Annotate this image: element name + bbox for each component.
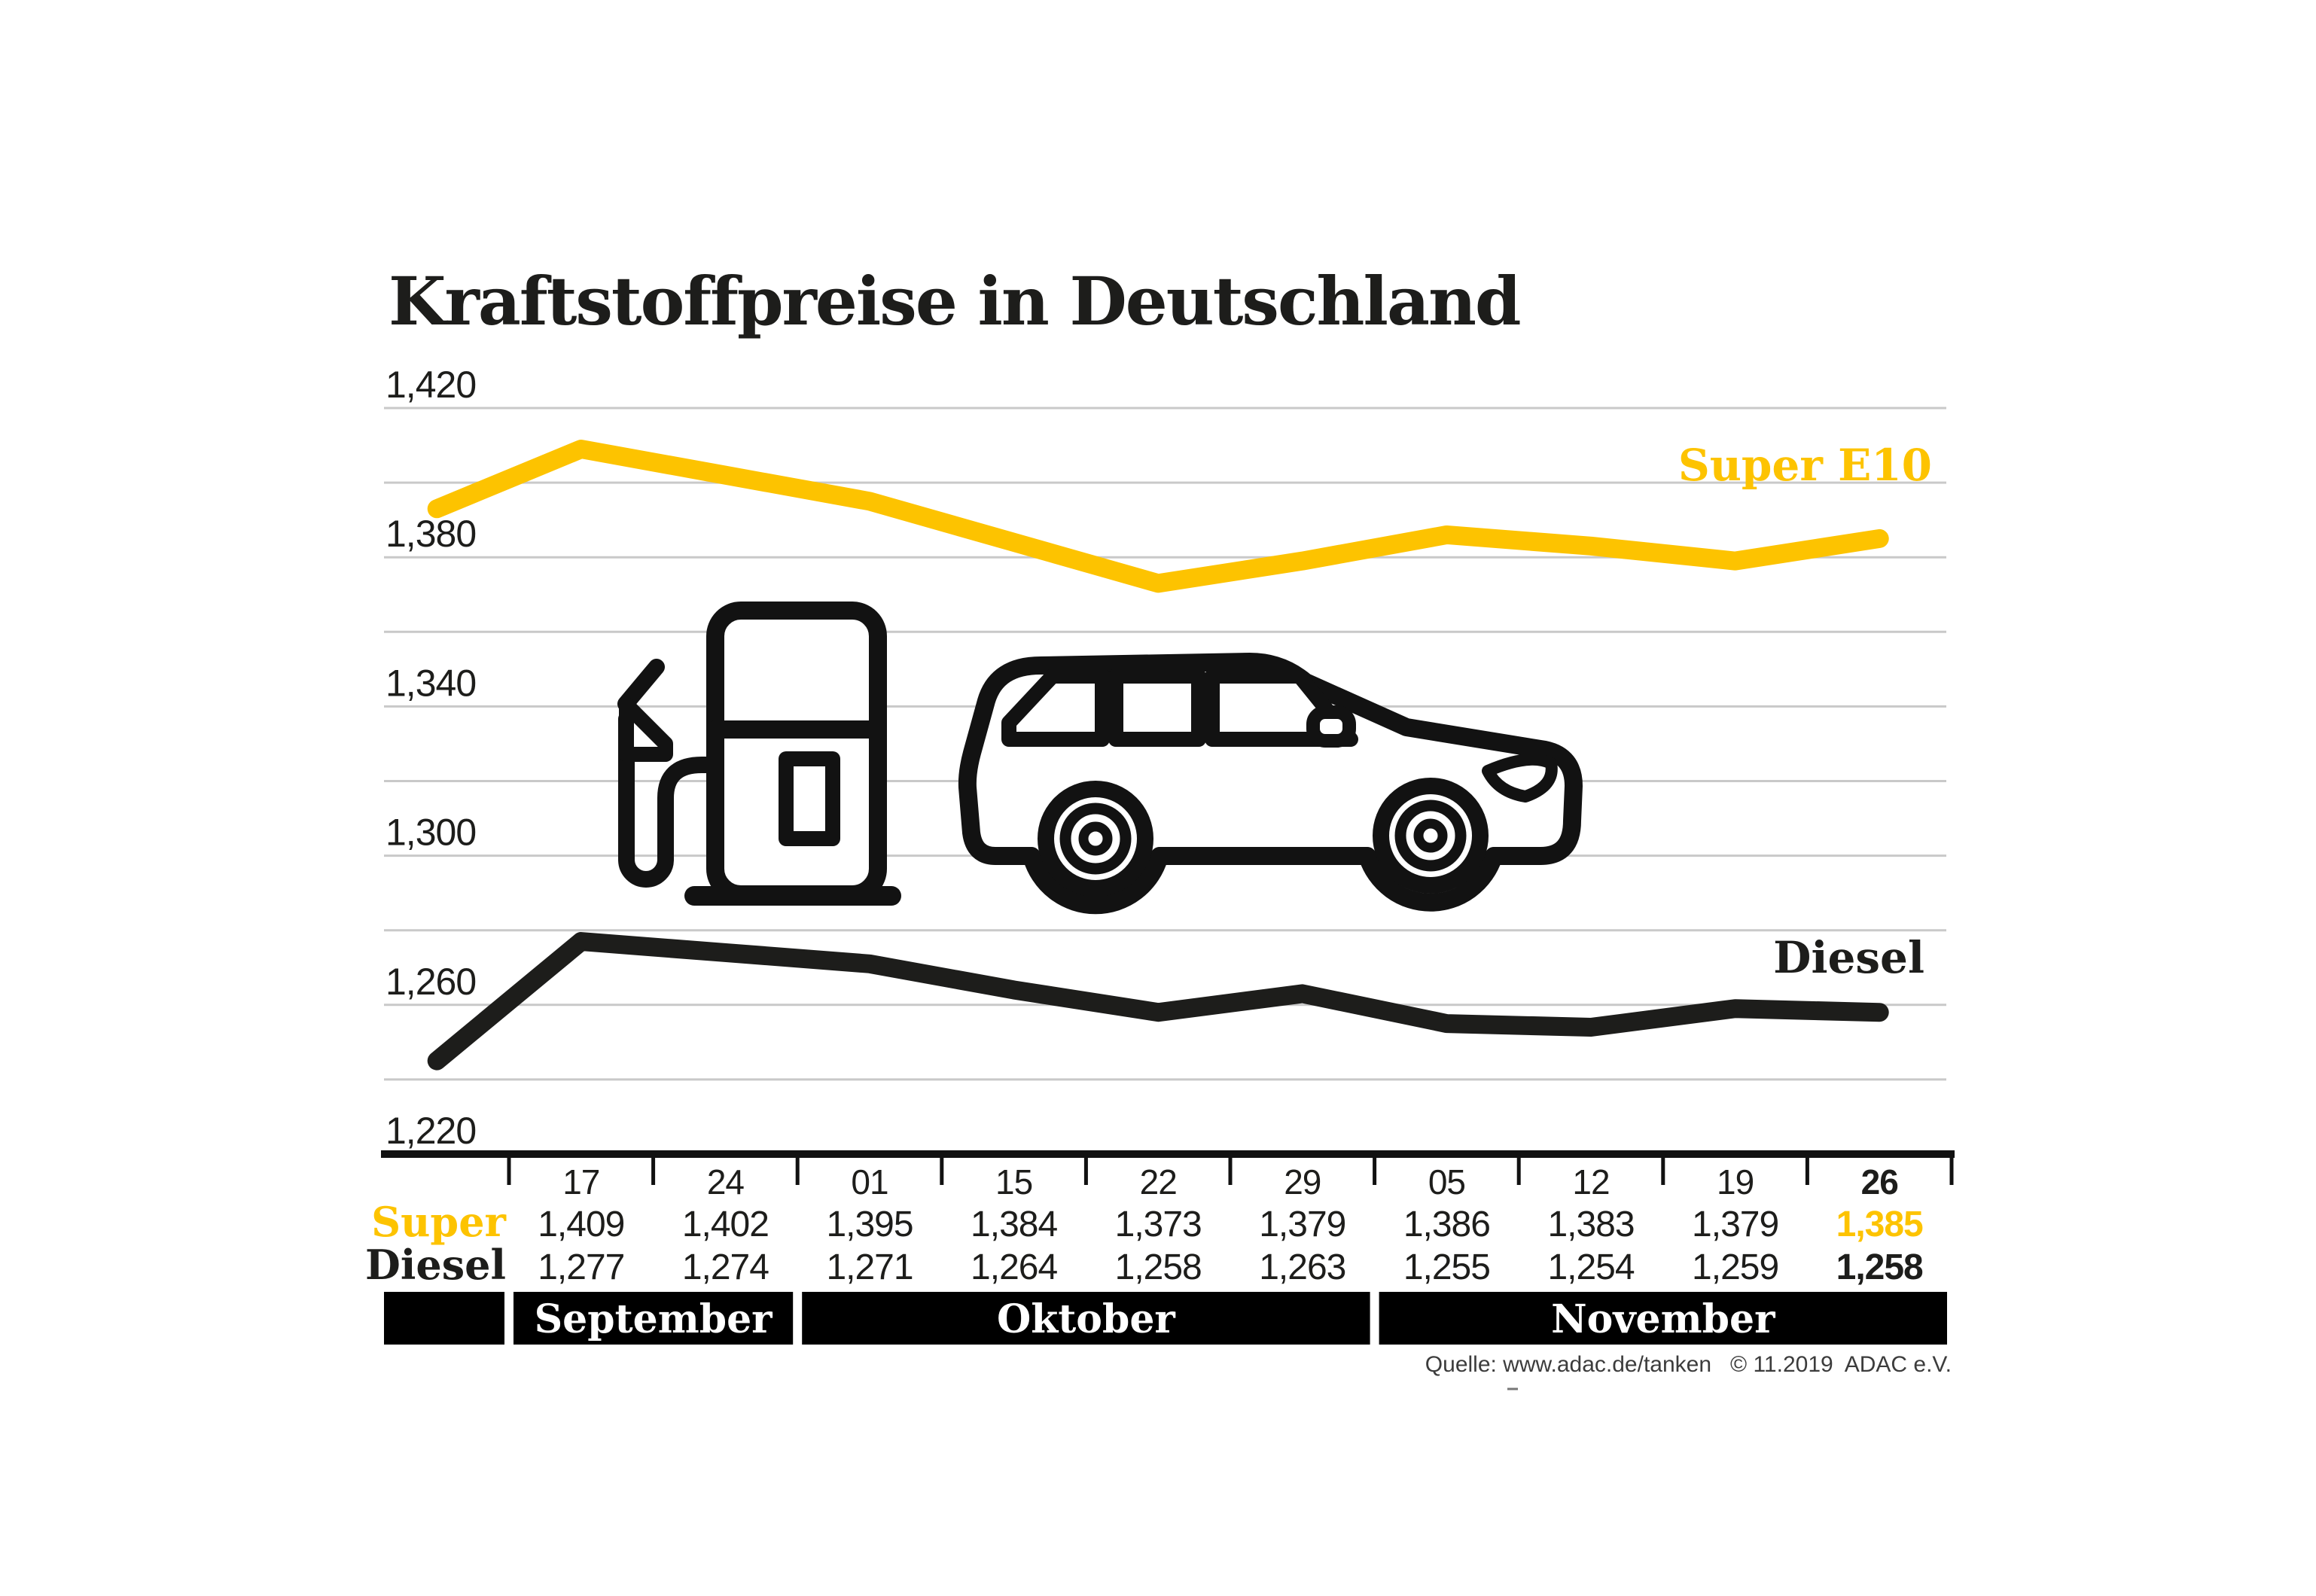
- car-middle-window: [1108, 669, 1206, 747]
- legend-diesel: Diesel: [1773, 932, 1924, 983]
- month-band: [513, 1292, 794, 1345]
- car-headlight: [1482, 753, 1558, 803]
- month-band: [1379, 1292, 1947, 1345]
- y-axis-label: 1,380: [385, 513, 476, 555]
- car-mirror: [1306, 705, 1356, 748]
- pump-nozzle-icon: [619, 697, 673, 762]
- series-lines-group: [427, 440, 1889, 1071]
- y-axis-label: 1,260: [385, 961, 476, 1003]
- fuel-pump-icon: [617, 602, 901, 906]
- super-value: 1,409: [538, 1205, 624, 1244]
- car-rear-window: [1001, 669, 1110, 747]
- x-axis-group: [381, 1150, 1955, 1185]
- row-label-diesel: Diesel: [365, 1241, 506, 1289]
- super-value: 1,379: [1259, 1205, 1345, 1244]
- car-front-wheel-hub: [1413, 818, 1448, 853]
- row-label-super: Super: [371, 1198, 506, 1246]
- super-value: 1,383: [1547, 1205, 1634, 1244]
- diesel-value: 1,274: [682, 1247, 769, 1287]
- super-value: 1,384: [971, 1205, 1057, 1244]
- diesel-value: 1,277: [538, 1247, 624, 1287]
- date-label: 24: [707, 1162, 745, 1202]
- date-label: 12: [1572, 1162, 1609, 1202]
- month-band-spacer: [384, 1292, 504, 1345]
- date-label: 29: [1284, 1162, 1321, 1202]
- y-axis-label: 1,420: [385, 364, 476, 406]
- super-value: 1,379: [1692, 1205, 1778, 1244]
- diesel-value: 1,254: [1547, 1247, 1634, 1287]
- month-label: September: [535, 1296, 773, 1342]
- page-title: Kraftstoffpreise in Deutschland: [389, 262, 1520, 340]
- super-value: 1,402: [682, 1205, 769, 1244]
- super-value: 1,385: [1836, 1205, 1923, 1244]
- legend-super-e10: Super E10: [1678, 440, 1932, 491]
- diesel-value: 1,259: [1692, 1247, 1778, 1287]
- diesel-value: 1,258: [1115, 1247, 1202, 1287]
- diesel-value: 1,271: [826, 1247, 913, 1287]
- month-label: November: [1551, 1296, 1775, 1342]
- date-label: 01: [851, 1162, 888, 1202]
- diesel-value: 1,258: [1836, 1247, 1923, 1287]
- super-value: 1,386: [1403, 1205, 1490, 1244]
- y-axis-label: 1,220: [385, 1110, 476, 1152]
- diesel-value: 1,255: [1403, 1247, 1490, 1287]
- month-band: [802, 1292, 1370, 1345]
- y-axis-label: 1,340: [385, 662, 476, 704]
- super-value: 1,373: [1115, 1205, 1202, 1244]
- date-label: 17: [562, 1162, 599, 1202]
- diesel-value: 1,263: [1259, 1247, 1345, 1287]
- diesel-line: [427, 932, 1889, 1071]
- date-label: 26: [1861, 1162, 1898, 1202]
- y-axis-label: 1,300: [385, 812, 476, 854]
- car-rear-wheel-hub: [1078, 821, 1113, 856]
- super-value: 1,395: [826, 1205, 913, 1244]
- super-e10-line: [427, 440, 1889, 593]
- date-label: 15: [995, 1162, 1032, 1202]
- value-table-group: 17 24 01 15 22 29 05 12 19 26 1,409 1,402 1,395 1,384…: [384, 1162, 1947, 1345]
- pump-handle-icon: [617, 659, 665, 712]
- diesel-value: 1,264: [971, 1247, 1057, 1287]
- date-label: 19: [1717, 1162, 1754, 1202]
- date-label: 22: [1140, 1162, 1177, 1202]
- pump-display: [779, 751, 840, 846]
- month-label: Oktober: [997, 1296, 1175, 1342]
- car-icon: [958, 653, 1583, 915]
- source-note: Quelle: www.adac.de/tanken © 11.2019 ADA…: [1425, 1352, 1952, 1377]
- pump-hose-icon: [618, 711, 724, 888]
- date-label: 05: [1428, 1162, 1465, 1202]
